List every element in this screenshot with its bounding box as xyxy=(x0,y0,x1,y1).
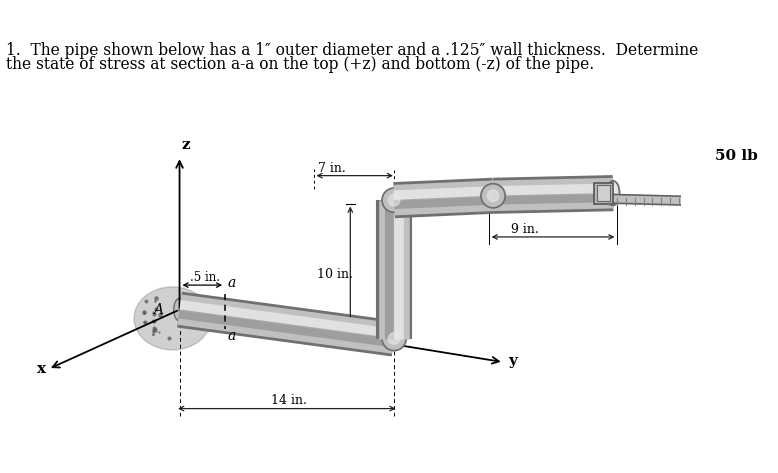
Circle shape xyxy=(481,184,506,208)
Ellipse shape xyxy=(175,300,184,319)
Circle shape xyxy=(384,190,405,210)
Text: a: a xyxy=(228,276,236,290)
Text: 1.  The pipe shown below has a 1″ outer diameter and a .125″ wall thickness.  De: 1. The pipe shown below has a 1″ outer d… xyxy=(6,42,699,59)
Circle shape xyxy=(384,328,405,349)
Text: x: x xyxy=(37,362,46,376)
Text: a: a xyxy=(228,329,236,343)
FancyBboxPatch shape xyxy=(594,183,613,204)
Circle shape xyxy=(723,194,734,206)
Text: z: z xyxy=(181,138,190,152)
Ellipse shape xyxy=(134,287,211,350)
Text: A: A xyxy=(153,303,163,317)
Circle shape xyxy=(388,333,400,344)
Text: 14 in.: 14 in. xyxy=(271,394,307,407)
Circle shape xyxy=(487,190,499,201)
Circle shape xyxy=(388,194,400,206)
Text: .5 in.: .5 in. xyxy=(190,271,220,284)
Circle shape xyxy=(382,188,406,212)
Text: 10 in.: 10 in. xyxy=(317,268,353,281)
Polygon shape xyxy=(595,194,731,206)
Ellipse shape xyxy=(173,298,185,321)
Text: y: y xyxy=(508,354,517,368)
FancyBboxPatch shape xyxy=(598,185,609,201)
Circle shape xyxy=(382,326,406,351)
Text: 50 lb: 50 lb xyxy=(715,149,758,163)
Ellipse shape xyxy=(606,181,620,206)
Text: 9 in.: 9 in. xyxy=(510,223,538,236)
Text: 7 in.: 7 in. xyxy=(318,162,345,175)
Text: the state of stress at section a-a on the top (+z) and bottom (-z) of the pipe.: the state of stress at section a-a on th… xyxy=(6,56,594,73)
Circle shape xyxy=(482,185,503,206)
Ellipse shape xyxy=(608,183,618,204)
